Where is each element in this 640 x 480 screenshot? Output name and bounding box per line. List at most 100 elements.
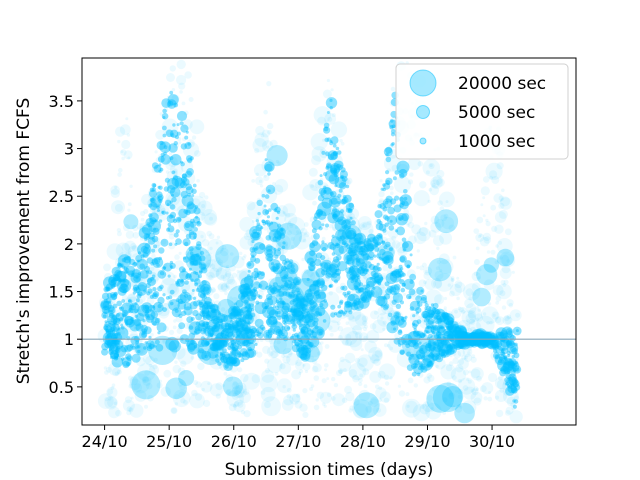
- data-point: [145, 309, 149, 314]
- data-point: [131, 244, 139, 252]
- data-point: [136, 259, 148, 271]
- data-point: [225, 319, 230, 324]
- data-point: [162, 125, 167, 131]
- data-point: [498, 240, 503, 245]
- data-point: [446, 381, 452, 387]
- data-point: [342, 197, 349, 204]
- data-point: [289, 308, 295, 314]
- data-point: [340, 212, 345, 217]
- data-point: [268, 315, 278, 326]
- data-point: [105, 344, 109, 348]
- data-point: [309, 272, 321, 283]
- data-point: [157, 153, 167, 163]
- data-point: [230, 349, 242, 360]
- data-point: [326, 392, 332, 398]
- data-point: [479, 385, 487, 393]
- data-point: [139, 277, 144, 281]
- data-point: [280, 228, 284, 232]
- data-point: [295, 334, 299, 339]
- data-point: [390, 198, 397, 205]
- data-point: [229, 364, 238, 373]
- data-point: [290, 306, 298, 314]
- data-point: [274, 372, 279, 376]
- data-point: [473, 228, 480, 235]
- data-point: [189, 233, 194, 238]
- data-point: [374, 243, 379, 248]
- data-point: [254, 247, 258, 252]
- data-point: [153, 193, 157, 197]
- data-point: [468, 318, 476, 325]
- data-point: [376, 283, 380, 287]
- data-point: [140, 254, 145, 259]
- data-point: [110, 293, 117, 301]
- data-point: [351, 302, 358, 309]
- data-point: [323, 172, 328, 177]
- data-point: [487, 302, 492, 306]
- data-point: [379, 276, 384, 281]
- data-point: [242, 289, 247, 294]
- data-point: [136, 223, 144, 230]
- data-point: [229, 367, 233, 372]
- data-point: [103, 366, 108, 370]
- data-point: [393, 283, 401, 291]
- data-point: [488, 175, 494, 180]
- data-point: [169, 65, 176, 72]
- data-point: [223, 362, 228, 368]
- data-point: [321, 303, 325, 307]
- data-point: [185, 273, 193, 280]
- data-point: [379, 391, 391, 403]
- data-point: [320, 269, 328, 276]
- data-point: [433, 279, 442, 289]
- data-point: [434, 327, 438, 331]
- data-point: [436, 178, 445, 187]
- data-point: [341, 310, 349, 318]
- data-point: [203, 259, 223, 278]
- data-point: [441, 340, 448, 347]
- data-point: [215, 244, 240, 269]
- data-point: [451, 278, 455, 282]
- data-point: [449, 283, 462, 297]
- data-point: [147, 198, 157, 209]
- data-point: [449, 392, 454, 397]
- data-point: [393, 327, 396, 331]
- data-point: [167, 227, 175, 236]
- data-point: [348, 265, 360, 277]
- data-point: [348, 202, 354, 208]
- data-point: [170, 133, 175, 138]
- data-point: [399, 194, 412, 207]
- data-point: [428, 313, 434, 319]
- data-point: [154, 219, 158, 223]
- data-point: [126, 256, 133, 263]
- data-point: [114, 268, 120, 273]
- data-point: [331, 213, 338, 220]
- data-point: [116, 228, 122, 233]
- data-point: [171, 193, 174, 197]
- data-point: [281, 307, 286, 312]
- data-point: [176, 123, 180, 127]
- data-point: [253, 242, 266, 255]
- data-point: [468, 370, 472, 374]
- data-point: [386, 310, 400, 323]
- data-point: [398, 264, 403, 269]
- data-point: [413, 190, 430, 207]
- data-point: [154, 164, 163, 173]
- data-point: [347, 313, 354, 321]
- data-point: [400, 212, 413, 225]
- data-point: [186, 206, 194, 214]
- data-point: [409, 288, 422, 301]
- data-point: [169, 90, 174, 95]
- data-point: [300, 302, 304, 307]
- data-point: [475, 330, 490, 344]
- data-point: [394, 332, 401, 339]
- data-point: [341, 205, 354, 218]
- data-point: [165, 159, 176, 171]
- data-point: [468, 296, 473, 300]
- data-point: [330, 312, 336, 318]
- data-point: [452, 341, 456, 345]
- data-point: [141, 318, 145, 323]
- data-point: [457, 342, 463, 348]
- data-point: [134, 277, 140, 283]
- data-point: [415, 331, 421, 337]
- data-point: [377, 275, 391, 289]
- data-point: [413, 383, 418, 388]
